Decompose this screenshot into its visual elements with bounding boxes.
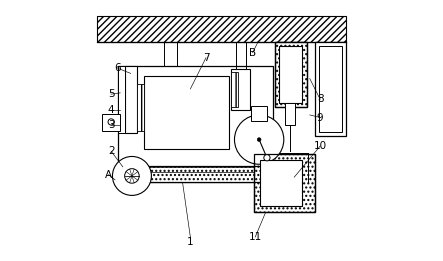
Circle shape xyxy=(234,115,284,164)
Bar xyxy=(118,66,273,182)
Bar xyxy=(118,165,273,182)
Bar xyxy=(275,42,307,107)
Bar xyxy=(118,165,273,182)
Circle shape xyxy=(124,169,139,183)
Bar xyxy=(102,114,120,130)
Text: 11: 11 xyxy=(249,232,262,242)
Circle shape xyxy=(264,155,270,161)
Text: 1: 1 xyxy=(187,237,194,247)
Bar xyxy=(254,154,315,212)
Bar xyxy=(231,69,250,110)
Bar xyxy=(97,16,346,42)
Text: 7: 7 xyxy=(202,53,209,63)
Text: 4: 4 xyxy=(108,105,114,115)
Text: 2: 2 xyxy=(108,146,114,156)
Bar xyxy=(125,66,137,133)
Bar xyxy=(315,42,346,136)
Bar xyxy=(231,72,238,107)
Text: B: B xyxy=(249,48,256,58)
Bar xyxy=(251,106,267,121)
Text: 3: 3 xyxy=(108,120,114,130)
Text: 9: 9 xyxy=(317,112,323,122)
Text: 10: 10 xyxy=(314,141,327,151)
Text: 5: 5 xyxy=(108,89,114,99)
Bar xyxy=(285,103,295,125)
Circle shape xyxy=(257,138,261,141)
Bar xyxy=(144,76,229,149)
Bar xyxy=(118,66,125,133)
Circle shape xyxy=(108,119,114,125)
Text: A: A xyxy=(105,170,112,180)
Bar xyxy=(254,154,315,212)
Text: 6: 6 xyxy=(114,63,121,73)
Text: 8: 8 xyxy=(317,94,323,104)
Bar xyxy=(279,46,302,103)
Bar xyxy=(275,42,307,107)
Bar xyxy=(319,46,342,132)
Bar xyxy=(137,84,144,130)
Bar xyxy=(260,160,302,206)
Circle shape xyxy=(113,156,152,195)
